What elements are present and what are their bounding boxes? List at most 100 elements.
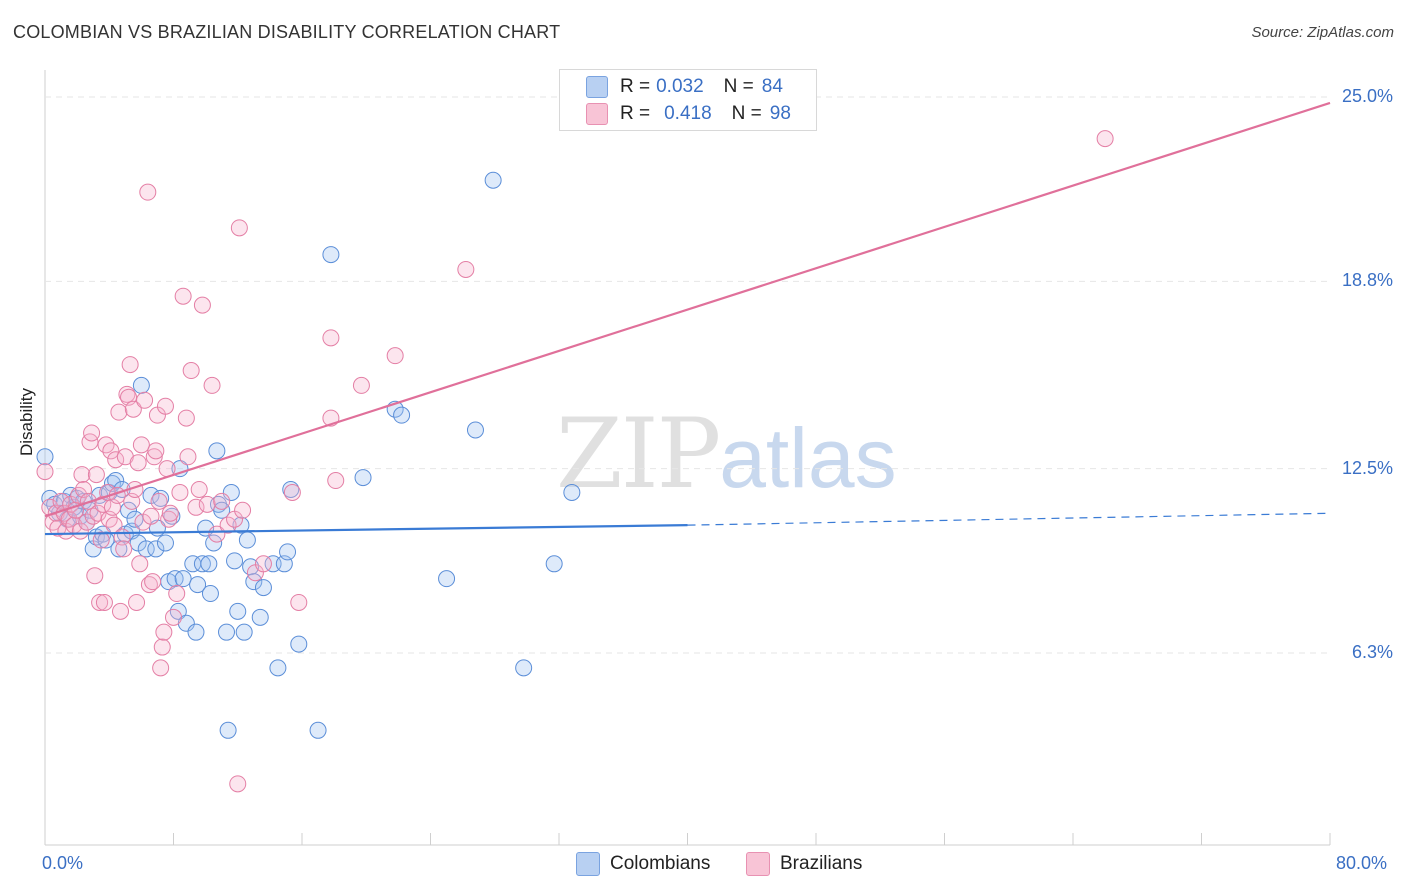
stats-legend: R = 0.032 N = 84 R = 0.418 N = 98 (559, 69, 817, 131)
brazilians-point (254, 555, 272, 573)
brazilians-point (327, 472, 345, 490)
colombians-legend-swatch (576, 852, 600, 876)
colombians-point (251, 608, 269, 626)
colombians-point (282, 480, 300, 498)
brazilians-trend-line (44, 101, 1331, 518)
brazilians-point (121, 356, 139, 374)
brazilians-swatch (586, 103, 608, 125)
brazilians-point (283, 483, 301, 501)
brazilians-point (84, 507, 102, 525)
legend-n-value-brazilians: 98 (769, 103, 791, 124)
brazilians-point (187, 498, 205, 516)
brazilians-point (115, 540, 133, 558)
legend-r-value-colombians: 0.032 (656, 76, 704, 97)
brazilians-point (155, 623, 173, 641)
brazilians-point (165, 608, 182, 626)
brazilians-point (91, 593, 109, 611)
colombians-point (269, 659, 287, 677)
brazilians-point (193, 296, 211, 314)
colombians-point (152, 489, 170, 507)
legend-item-colombians[interactable]: Colombians (576, 852, 710, 876)
brazilians-point (131, 555, 149, 573)
colombians-point (189, 576, 207, 594)
brazilians-point (83, 424, 101, 442)
brazilians-point (107, 451, 125, 469)
colombians-point (222, 483, 240, 501)
legend-n-value-colombians: 84 (761, 76, 783, 97)
brazilians-point (95, 593, 113, 611)
brazilians-point (86, 567, 104, 585)
brazilians-point (36, 463, 54, 481)
colombians-point (238, 531, 256, 549)
colombians-point (174, 570, 192, 588)
y-tick-label: 12.5% (1341, 457, 1393, 478)
brazilians-point (87, 466, 105, 484)
colombians-swatch (586, 76, 608, 98)
colombians-point (97, 531, 115, 549)
legend-r-value-brazilians: 0.418 (664, 103, 712, 124)
brazilians-point (198, 495, 216, 513)
colombians-point (563, 483, 581, 501)
brazilians-point (129, 454, 147, 472)
colombians-point (232, 516, 250, 534)
brazilians-point (142, 507, 160, 525)
colombians-point (354, 469, 372, 487)
brazilians-point (145, 448, 163, 466)
x-tick-label-min: 0.0% (42, 853, 84, 873)
brazilians-point (203, 376, 221, 394)
colombians-point (147, 540, 165, 558)
y-tick-label: 6.3% (1351, 642, 1393, 662)
colombians-point (545, 555, 563, 573)
colombians-point (279, 543, 297, 561)
brazilians-point (128, 593, 146, 611)
brazilians-point (89, 504, 107, 522)
brazilians-point (168, 585, 186, 603)
colombians-point (200, 555, 218, 573)
brazilians-point (457, 260, 475, 278)
brazilians-point (386, 347, 404, 365)
brazilians-point (213, 492, 231, 510)
colombians-point (290, 635, 308, 653)
brazilians-point (111, 602, 129, 620)
brazilians-point (132, 436, 150, 454)
colombians-point (219, 721, 237, 739)
chart-title: COLOMBIAN VS BRAZILIAN DISABILITY CORREL… (13, 22, 561, 42)
watermark: ZIPatlas (556, 398, 897, 510)
brazilians-point (150, 492, 168, 510)
brazilians-point (190, 480, 208, 498)
watermark-zip: ZIP (556, 398, 721, 510)
colombians-point (36, 448, 54, 466)
brazilians-point (147, 442, 165, 460)
brazilians-point (171, 483, 189, 501)
brazilians-point (73, 466, 91, 484)
colombians-point (208, 442, 226, 460)
colombians-point (226, 552, 244, 570)
legend-r-label: R = (620, 103, 651, 124)
brazilians-point (182, 362, 200, 380)
colombians-point (107, 472, 125, 490)
legend-item-brazilians[interactable]: Brazilians (746, 852, 862, 876)
brazilians-point (174, 287, 192, 305)
watermark-atlas: atlas (719, 411, 897, 505)
colombians-point (466, 421, 484, 439)
colombians-point (120, 501, 138, 519)
legend-r-label: R = (620, 76, 651, 97)
colombians-trend-extension (687, 512, 1331, 526)
brazilians-point (219, 516, 237, 534)
brazilians-point (208, 525, 226, 543)
colombians-point (245, 573, 263, 591)
y-axis-label: Disability (17, 387, 36, 456)
brazilians-point (139, 183, 157, 201)
legend-row-brazilians: R = 0.418 N = 98 (586, 101, 791, 127)
legend-row-colombians: R = 0.032 N = 84 (586, 74, 783, 100)
brazilians-legend-swatch (746, 852, 770, 876)
colombians-point (515, 659, 533, 677)
brazilians-point (290, 593, 308, 611)
brazilians-point (234, 501, 252, 519)
colombians-point (218, 623, 236, 641)
brazilians-point (1096, 130, 1114, 148)
colombians-point (322, 246, 340, 264)
brazilians-point (229, 775, 247, 793)
brazilians-point (136, 391, 154, 409)
